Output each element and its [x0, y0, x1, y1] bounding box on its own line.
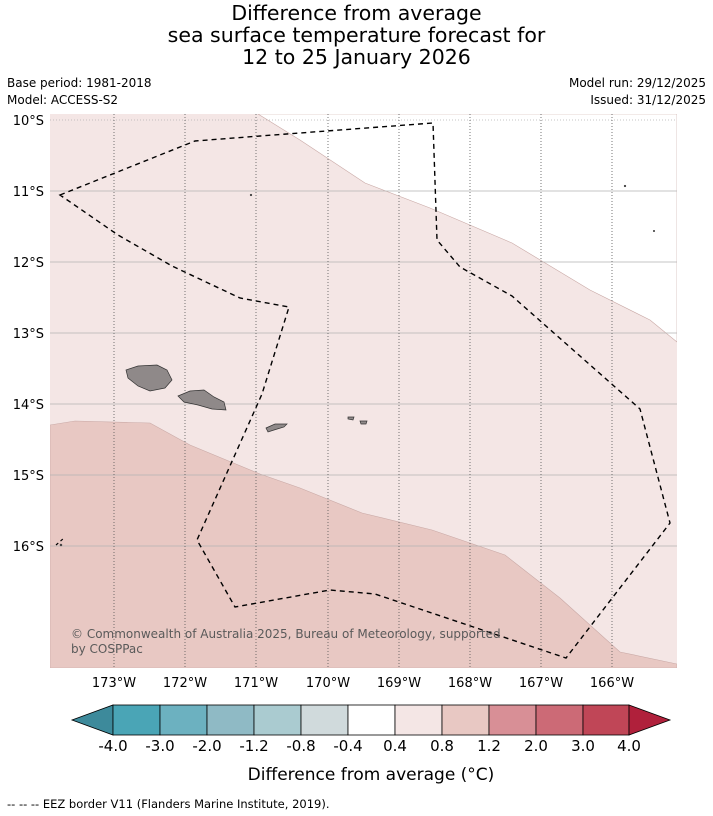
colorbar-swatch — [112, 704, 161, 736]
title-line-2: sea surface temperature forecast for — [167, 23, 546, 47]
colorbar-tick: 1.2 — [477, 737, 501, 755]
colorbar-swatch — [159, 704, 208, 736]
colorbar-tick: -4.0 — [98, 737, 127, 755]
colorbar-tick: 2.0 — [524, 737, 548, 755]
colorbar-tick: -2.0 — [192, 737, 221, 755]
colorbar-swatch — [488, 704, 537, 736]
map-panel: © Commonwealth of Australia 2025, Bureau… — [50, 114, 677, 668]
lat-label: 10°S — [13, 114, 44, 129]
colorbar-swatch — [535, 704, 584, 736]
colorbar-swatch — [582, 704, 630, 736]
colorbar-tick: -3.0 — [145, 737, 174, 755]
colorbar-swatch — [300, 704, 349, 736]
copyright-line-1: © Commonwealth of Australia 2025, Bureau… — [71, 627, 501, 641]
ofu-island — [347, 416, 355, 421]
colorbar-tick: 0.8 — [430, 737, 454, 755]
islands — [59, 184, 656, 547]
colorbar-swatch — [347, 704, 396, 736]
colorbar-left-arrow — [70, 704, 114, 736]
upolu-island — [177, 389, 227, 411]
lat-label: 15°S — [13, 469, 44, 484]
lon-label: 173°W — [92, 676, 136, 691]
colorbar-tick: -0.4 — [333, 737, 362, 755]
lon-label: 166°W — [590, 676, 634, 691]
lat-label: 12°S — [13, 256, 44, 271]
issued-date: Issued: 31/12/2025 — [590, 93, 706, 107]
colorbar-tick: 4.0 — [617, 737, 641, 755]
colorbar-tick: -1.2 — [239, 737, 268, 755]
base-period: Base period: 1981-2018 — [7, 76, 152, 90]
lon-label: 168°W — [448, 676, 492, 691]
lat-label: 13°S — [13, 327, 44, 342]
atoll-dot-1 — [623, 184, 627, 188]
colorbar-title: Difference from average (°C) — [248, 765, 495, 785]
copyright-line-2: by COSPPac — [71, 642, 143, 656]
lon-label: 171°W — [234, 676, 278, 691]
swains-island — [249, 193, 253, 197]
colorbar-right-arrow — [628, 704, 672, 736]
colorbar-swatch — [253, 704, 302, 736]
tau-island — [359, 420, 368, 425]
lon-label: 169°W — [377, 676, 421, 691]
lat-label: 16°S — [13, 540, 44, 555]
colorbar-swatch — [441, 704, 490, 736]
lat-label: 11°S — [13, 185, 44, 200]
lon-label: 170°W — [306, 676, 350, 691]
wallis-dot — [59, 543, 63, 547]
colorbar-swatch — [206, 704, 255, 736]
longitude-gridlines — [113, 114, 613, 668]
colorbar: -4.0 -3.0 -2.0 -1.2 -0.8 -0.4 0.4 0.8 1.… — [70, 704, 672, 785]
lat-label: 14°S — [13, 398, 44, 413]
longitude-labels: 173°W 172°W 171°W 170°W 169°W 168°W 167°… — [92, 676, 634, 691]
lon-label: 167°W — [519, 676, 563, 691]
savaii-island — [125, 364, 173, 392]
atoll-dot-2 — [652, 229, 656, 233]
eez-footnote: -- -- -- EEZ border V11 (Flanders Marine… — [7, 797, 330, 811]
tutuila-island — [265, 423, 288, 433]
title-line-3: 12 to 25 January 2026 — [242, 45, 471, 69]
title-line-1: Difference from average — [231, 1, 482, 25]
anomaly-band-neutral — [257, 114, 677, 343]
anomaly-band-0.8-1.2 — [50, 420, 677, 668]
colorbar-tick: -0.8 — [286, 737, 315, 755]
colorbar-tick: 0.4 — [383, 737, 407, 755]
latitude-labels: 10°S 11°S 12°S 13°S 14°S 15°S 16°S — [13, 114, 44, 555]
model-name: Model: ACCESS-S2 — [7, 93, 119, 107]
eez-border-fragment — [55, 537, 65, 546]
colorbar-swatch — [394, 704, 443, 736]
colorbar-tick: 3.0 — [571, 737, 595, 755]
latitude-gridlines — [50, 119, 677, 547]
eez-border — [58, 122, 671, 659]
model-run: Model run: 29/12/2025 — [568, 76, 706, 90]
lon-label: 172°W — [163, 676, 207, 691]
